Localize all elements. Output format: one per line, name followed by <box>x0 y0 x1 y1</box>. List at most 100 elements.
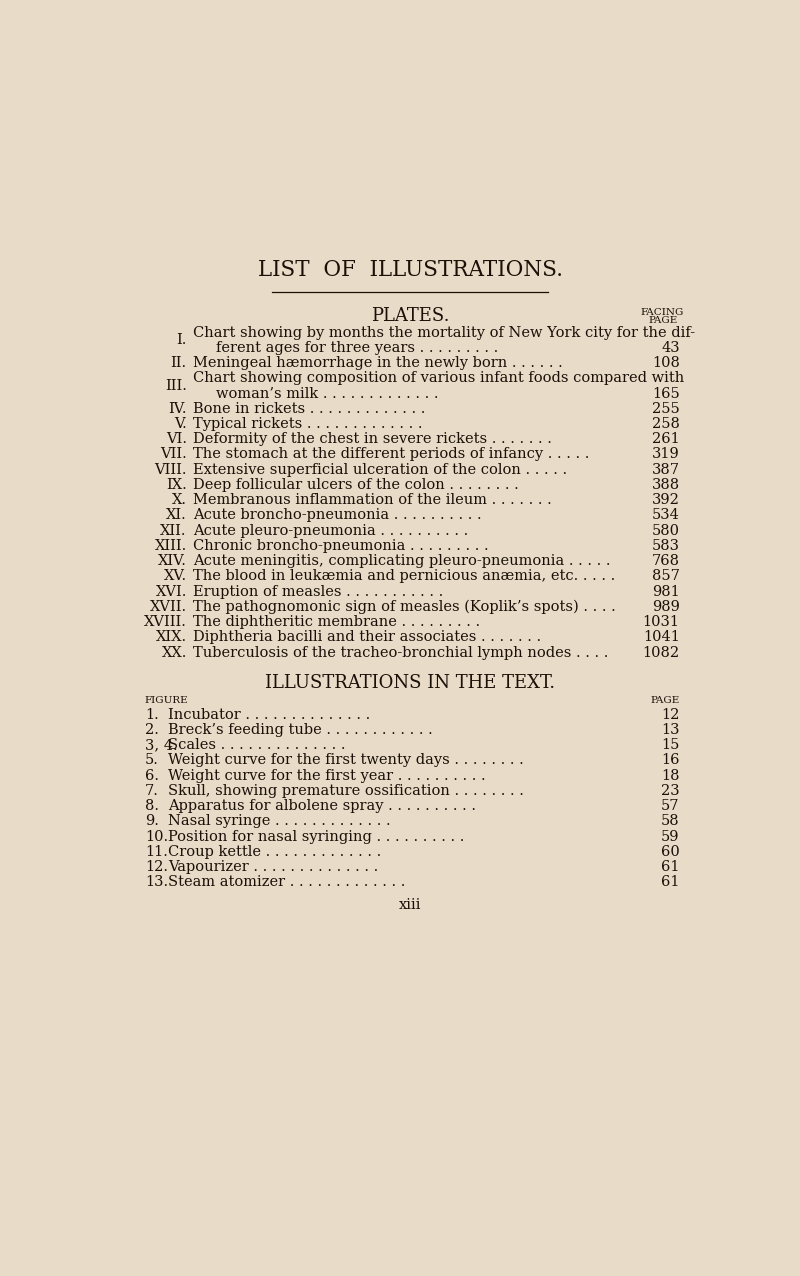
Text: 255: 255 <box>652 402 680 416</box>
Text: Extensive superficial ulceration of the colon . . . . .: Extensive superficial ulceration of the … <box>193 463 567 477</box>
Text: 534: 534 <box>652 508 680 522</box>
Text: III.: III. <box>165 379 187 393</box>
Text: 15: 15 <box>662 738 680 752</box>
Text: The stomach at the different periods of infancy . . . . .: The stomach at the different periods of … <box>193 448 590 462</box>
Text: FACING: FACING <box>641 308 684 316</box>
Text: XVI.: XVI. <box>155 584 187 598</box>
Text: 59: 59 <box>662 829 680 843</box>
Text: 7.: 7. <box>145 783 159 798</box>
Text: Deformity of the chest in severe rickets . . . . . . .: Deformity of the chest in severe rickets… <box>193 433 552 447</box>
Text: XIX.: XIX. <box>156 630 187 644</box>
Text: 1082: 1082 <box>642 646 680 660</box>
Text: 387: 387 <box>652 463 680 477</box>
Text: 388: 388 <box>651 478 680 493</box>
Text: XI.: XI. <box>166 508 187 522</box>
Text: Scales . . . . . . . . . . . . . .: Scales . . . . . . . . . . . . . . <box>168 738 346 752</box>
Text: 319: 319 <box>652 448 680 462</box>
Text: 165: 165 <box>652 387 680 401</box>
Text: Croup kettle . . . . . . . . . . . . .: Croup kettle . . . . . . . . . . . . . <box>168 845 382 859</box>
Text: VIII.: VIII. <box>154 463 187 477</box>
Text: 10.: 10. <box>145 829 168 843</box>
Text: 580: 580 <box>652 523 680 537</box>
Text: VII.: VII. <box>160 448 187 462</box>
Text: Deep follicular ulcers of the colon . . . . . . . .: Deep follicular ulcers of the colon . . … <box>193 478 518 493</box>
Text: Position for nasal syringing . . . . . . . . . .: Position for nasal syringing . . . . . .… <box>168 829 465 843</box>
Text: 1.: 1. <box>145 708 158 722</box>
Text: Weight curve for the first twenty days . . . . . . . .: Weight curve for the first twenty days .… <box>168 753 524 767</box>
Text: XV.: XV. <box>164 569 187 583</box>
Text: XIII.: XIII. <box>154 538 187 553</box>
Text: 23: 23 <box>661 783 680 798</box>
Text: VI.: VI. <box>166 433 187 447</box>
Text: 16: 16 <box>662 753 680 767</box>
Text: XVII.: XVII. <box>150 600 187 614</box>
Text: Acute pleuro-pneumonia . . . . . . . . . .: Acute pleuro-pneumonia . . . . . . . . .… <box>193 523 468 537</box>
Text: 583: 583 <box>652 538 680 553</box>
Text: Vapourizer . . . . . . . . . . . . . .: Vapourizer . . . . . . . . . . . . . . <box>168 860 378 874</box>
Text: 18: 18 <box>662 768 680 782</box>
Text: I.: I. <box>177 333 187 347</box>
Text: 12: 12 <box>662 708 680 722</box>
Text: Bone in rickets . . . . . . . . . . . . .: Bone in rickets . . . . . . . . . . . . … <box>193 402 426 416</box>
Text: 13: 13 <box>662 722 680 736</box>
Text: Apparatus for albolene spray . . . . . . . . . .: Apparatus for albolene spray . . . . . .… <box>168 799 476 813</box>
Text: 6.: 6. <box>145 768 159 782</box>
Text: The blood in leukæmia and pernicious anæmia, etc. . . . .: The blood in leukæmia and pernicious anæ… <box>193 569 615 583</box>
Text: 57: 57 <box>662 799 680 813</box>
Text: Membranous inflammation of the ileum . . . . . . .: Membranous inflammation of the ileum . .… <box>193 494 552 508</box>
Text: 43: 43 <box>661 341 680 355</box>
Text: Chronic broncho-pneumonia . . . . . . . . .: Chronic broncho-pneumonia . . . . . . . … <box>193 538 489 553</box>
Text: Acute broncho-pneumonia . . . . . . . . . .: Acute broncho-pneumonia . . . . . . . . … <box>193 508 482 522</box>
Text: Chart showing by months the mortality of New York city for the dif-: Chart showing by months the mortality of… <box>193 325 695 339</box>
Text: Steam atomizer . . . . . . . . . . . . .: Steam atomizer . . . . . . . . . . . . . <box>168 875 406 889</box>
Text: 5.: 5. <box>145 753 159 767</box>
Text: Breck’s feeding tube . . . . . . . . . . . .: Breck’s feeding tube . . . . . . . . . .… <box>168 722 433 736</box>
Text: 981: 981 <box>652 584 680 598</box>
Text: PAGE: PAGE <box>648 315 678 324</box>
Text: PLATES.: PLATES. <box>370 308 450 325</box>
Text: 1031: 1031 <box>642 615 680 629</box>
Text: 61: 61 <box>662 875 680 889</box>
Text: 58: 58 <box>661 814 680 828</box>
Text: 3, 4.: 3, 4. <box>145 738 178 752</box>
Text: FIGURE: FIGURE <box>145 695 189 704</box>
Text: Acute meningitis, complicating pleuro-pneumonia . . . . .: Acute meningitis, complicating pleuro-pn… <box>193 554 610 568</box>
Text: 11.: 11. <box>145 845 168 859</box>
Text: 8.: 8. <box>145 799 159 813</box>
Text: Nasal syringe . . . . . . . . . . . . .: Nasal syringe . . . . . . . . . . . . . <box>168 814 391 828</box>
Text: 989: 989 <box>652 600 680 614</box>
Text: 9.: 9. <box>145 814 159 828</box>
Text: Eruption of measles . . . . . . . . . . .: Eruption of measles . . . . . . . . . . … <box>193 584 443 598</box>
Text: Meningeal hæmorrhage in the newly born . . . . . .: Meningeal hæmorrhage in the newly born .… <box>193 356 562 370</box>
Text: 2.: 2. <box>145 722 159 736</box>
Text: 258: 258 <box>652 417 680 431</box>
Text: 61: 61 <box>662 860 680 874</box>
Text: PAGE: PAGE <box>650 695 680 704</box>
Text: XIV.: XIV. <box>158 554 187 568</box>
Text: 768: 768 <box>652 554 680 568</box>
Text: Weight curve for the first year . . . . . . . . . .: Weight curve for the first year . . . . … <box>168 768 486 782</box>
Text: XII.: XII. <box>160 523 187 537</box>
Text: XVIII.: XVIII. <box>144 615 187 629</box>
Text: 13.: 13. <box>145 875 168 889</box>
Text: ferent ages for three years . . . . . . . . .: ferent ages for three years . . . . . . … <box>216 341 498 355</box>
Text: 857: 857 <box>652 569 680 583</box>
Text: The diphtheritic membrane . . . . . . . . .: The diphtheritic membrane . . . . . . . … <box>193 615 480 629</box>
Text: xiii: xiii <box>398 898 422 912</box>
Text: Typical rickets . . . . . . . . . . . . .: Typical rickets . . . . . . . . . . . . … <box>193 417 422 431</box>
Text: ILLUSTRATIONS IN THE TEXT.: ILLUSTRATIONS IN THE TEXT. <box>265 674 555 693</box>
Text: IV.: IV. <box>168 402 187 416</box>
Text: II.: II. <box>170 356 187 370</box>
Text: X.: X. <box>172 494 187 508</box>
Text: V.: V. <box>174 417 187 431</box>
Text: Tuberculosis of the tracheo-bronchial lymph nodes . . . .: Tuberculosis of the tracheo-bronchial ly… <box>193 646 608 660</box>
Text: Diphtheria bacilli and their associates . . . . . . .: Diphtheria bacilli and their associates … <box>193 630 541 644</box>
Text: 12.: 12. <box>145 860 168 874</box>
Text: LIST  OF  ILLUSTRATIONS.: LIST OF ILLUSTRATIONS. <box>258 259 562 281</box>
Text: Skull, showing premature ossification . . . . . . . .: Skull, showing premature ossification . … <box>168 783 524 798</box>
Text: XX.: XX. <box>162 646 187 660</box>
Text: woman’s milk . . . . . . . . . . . . .: woman’s milk . . . . . . . . . . . . . <box>216 387 438 401</box>
Text: 108: 108 <box>652 356 680 370</box>
Text: 261: 261 <box>652 433 680 447</box>
Text: 392: 392 <box>652 494 680 508</box>
